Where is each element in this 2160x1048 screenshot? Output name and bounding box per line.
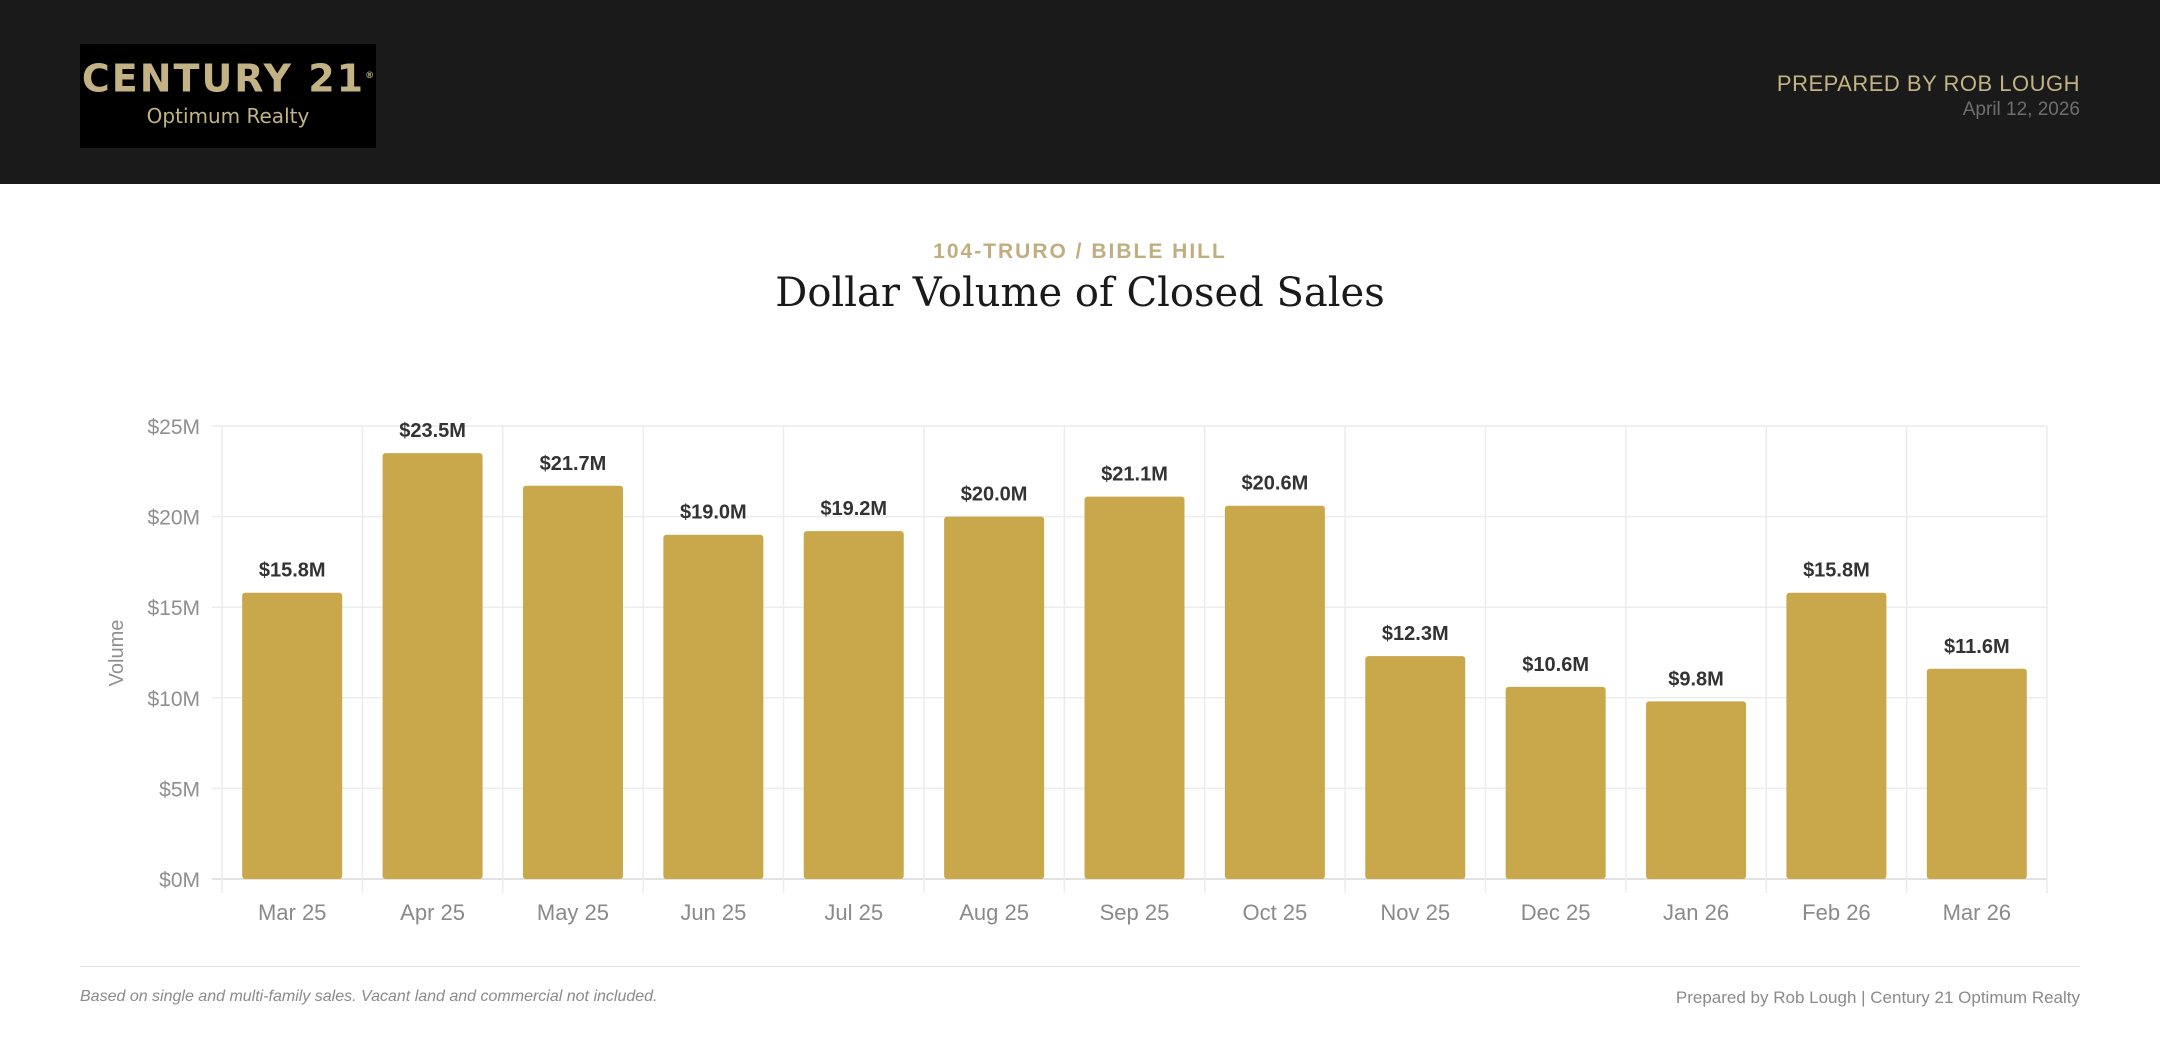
y-tick-label: $10M [147,688,200,711]
bar-value-label: $10.6M [1522,654,1589,676]
x-tick-label: Mar 25 [258,900,326,925]
x-tick-label: Oct 25 [1242,900,1307,925]
logo-office: Optimum Realty [146,103,310,128]
y-tick-label: $0M [159,869,200,892]
bar-value-label: $20.0M [961,484,1028,506]
x-tick-label: Aug 25 [959,900,1029,925]
bar-value-label: $21.7M [540,453,607,475]
bar-dec-25 [1505,686,1606,879]
y-tick-label: $25M [147,416,200,439]
y-tick-label: $15M [147,597,200,620]
bar-value-label: $19.2M [820,498,887,520]
header-bar: CENTURY 21® Optimum Realty PREPARED BY R… [0,0,2160,184]
bar-mar-25 [242,592,343,879]
bar-sep-25 [1084,496,1185,879]
x-tick-label: Jun 25 [680,900,746,925]
footer-credit: Prepared by Rob Lough | Century 21 Optim… [1675,988,2080,1007]
bar-apr-25 [382,453,483,879]
bar-jul-25 [803,531,904,879]
bar-value-label: $11.6M [1944,636,2010,658]
bar-value-label: $21.1M [1101,464,1168,486]
bar-nov-25 [1365,656,1466,879]
bar-oct-25 [1224,505,1325,879]
bar-chart: $0M $5M $10M $15M $20M $25M Volume $15.8M Mar 25… [106,416,2048,925]
y-tick-label: $5M [159,778,200,801]
bar-feb-26 [1786,592,1887,879]
y-axis-label: Volume [106,620,128,687]
x-tick-label: Apr 25 [400,900,465,925]
x-tick-label: Jan 26 [1663,900,1729,925]
bar-value-label: $23.5M [399,420,466,442]
x-tick-label: Mar 26 [1943,900,2011,925]
footer-note: Based on single and multi-family sales. … [80,988,658,1005]
prepared-by: PREPARED BY ROB LOUGH [1776,71,2080,96]
x-tick-label: Sep 25 [1100,900,1170,925]
bar-value-label: $9.8M [1668,668,1724,690]
x-tick-label: Nov 25 [1380,900,1450,925]
bar-value-label: $20.6M [1242,473,1309,495]
bar-mar-26 [1926,668,2027,879]
area-subtitle: 104-TRURO / BIBLE HILL [933,240,1227,263]
bar-value-label: $15.8M [1803,560,1870,582]
bar-may-25 [522,485,623,879]
century21-logo: CENTURY 21® Optimum Realty [80,44,376,148]
page-title: Dollar Volume of Closed Sales [775,270,1385,316]
x-tick-label: Jul 25 [824,900,883,925]
bar-jan-26 [1646,701,1747,879]
logo-brand: CENTURY 21 [81,56,366,101]
bar-value-label: $15.8M [259,560,326,582]
x-tick-label: Feb 26 [1802,900,1871,925]
bar-value-label: $12.3M [1382,623,1449,645]
bar-value-label: $19.0M [680,502,747,524]
bar-jun-25 [663,534,764,879]
footer-divider [80,966,2080,967]
bar-aug-25 [944,516,1045,879]
y-tick-label: $20M [147,507,200,530]
prepared-block: PREPARED BY ROB LOUGH April 12, 2026 [1777,70,2080,122]
x-tick-label: May 25 [537,900,609,925]
x-tick-label: Dec 25 [1521,900,1591,925]
report-date: April 12, 2026 [1962,99,2080,120]
